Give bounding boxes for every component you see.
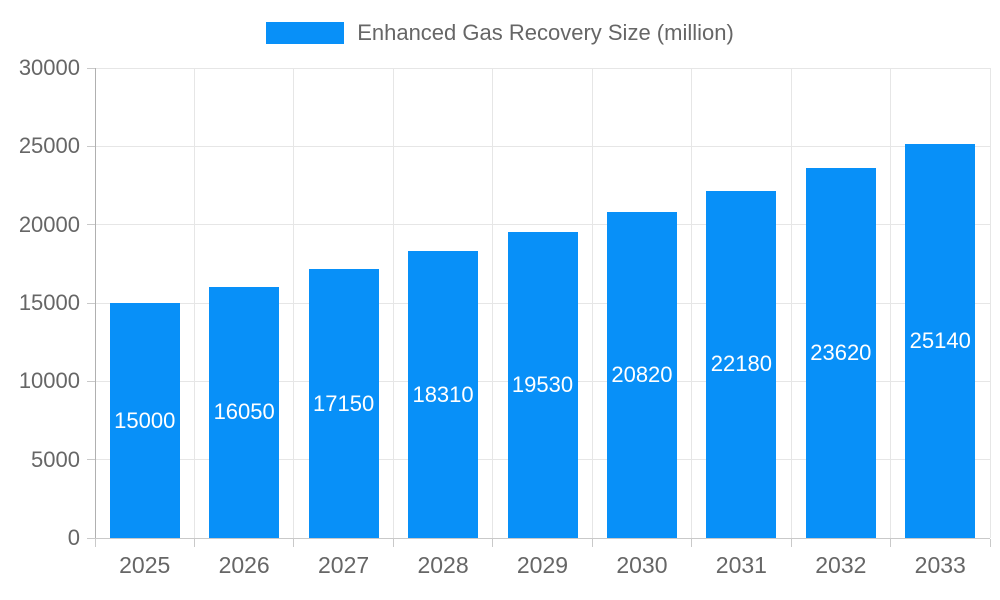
- x-axis-tick: [790, 539, 792, 547]
- y-axis-tick: [87, 67, 95, 69]
- gridline-horizontal: [95, 67, 990, 69]
- gridline-vertical: [890, 68, 892, 538]
- x-tick-label: 2025: [119, 552, 171, 578]
- bar-value-label: 25140: [909, 328, 971, 354]
- y-axis-tick: [87, 302, 95, 304]
- bar-value-label: 20820: [611, 361, 673, 387]
- gridline-horizontal: [95, 224, 990, 226]
- y-tick-label: 15000: [18, 290, 80, 315]
- bar-value-label: 16050: [213, 399, 275, 425]
- x-axis-tick: [691, 539, 693, 547]
- gridline-horizontal: [95, 145, 990, 147]
- gridline-vertical: [591, 68, 593, 538]
- bar[interactable]: 18310: [408, 251, 479, 538]
- gridline-vertical: [392, 68, 394, 538]
- x-tick-label: 2033: [914, 552, 966, 578]
- bar[interactable]: 15000: [109, 303, 180, 538]
- gridline-vertical: [492, 68, 494, 538]
- bar[interactable]: 25140: [905, 144, 976, 538]
- x-axis-tick: [989, 539, 991, 547]
- bar[interactable]: 19530: [507, 232, 578, 538]
- x-tick-label: 2032: [815, 552, 867, 578]
- y-axis-tick: [87, 224, 95, 226]
- x-tick-label: 2030: [616, 552, 668, 578]
- x-tick-label: 2026: [218, 552, 270, 578]
- x-axis-tick: [94, 539, 96, 547]
- gridline-vertical: [790, 68, 792, 538]
- x-tick-label: 2028: [417, 552, 469, 578]
- gridline-vertical: [193, 68, 195, 538]
- y-axis-line: [95, 68, 96, 539]
- y-tick-label: 10000: [18, 368, 80, 394]
- x-axis-tick: [591, 539, 593, 547]
- gridline-vertical: [989, 68, 991, 538]
- y-axis-tick: [87, 537, 95, 539]
- bar[interactable]: 16050: [209, 286, 280, 538]
- y-tick-label: 20000: [18, 211, 80, 237]
- x-axis-tick: [392, 539, 394, 547]
- gridline-vertical: [293, 68, 295, 538]
- bar[interactable]: 17150: [308, 269, 379, 538]
- x-tick-label: 2029: [516, 552, 569, 578]
- y-tick-label: 5000: [31, 446, 80, 472]
- legend-label: Enhanced Gas Recovery Size (million): [357, 20, 734, 45]
- x-axis-tick: [193, 539, 195, 547]
- y-axis-tick: [87, 380, 95, 382]
- bar-value-label: 19530: [511, 372, 574, 397]
- y-axis-tick: [87, 459, 95, 461]
- bar-value-label: 17150: [313, 390, 375, 416]
- x-axis-tick: [890, 539, 892, 547]
- x-axis-line: [95, 538, 990, 539]
- legend-item[interactable]: Enhanced Gas Recovery Size (million): [0, 20, 1000, 46]
- y-tick-label: 0: [67, 525, 80, 550]
- bar[interactable]: 22180: [706, 190, 777, 538]
- bar-value-label: 22180: [710, 351, 772, 377]
- legend-swatch: [266, 22, 345, 44]
- bar-value-label: 18310: [412, 381, 474, 407]
- bar[interactable]: 23620: [805, 167, 876, 538]
- x-axis-tick: [293, 539, 295, 547]
- plot-area: 0 5000 10000 15000 20000 25000 30000 15000 2025 1…: [19, 56, 991, 578]
- y-axis-tick: [87, 145, 95, 147]
- x-axis-tick: [492, 539, 494, 547]
- x-tick-label: 2031: [715, 552, 767, 578]
- y-tick-label: 30000: [18, 55, 80, 80]
- y-tick-label: 25000: [18, 133, 80, 159]
- gridline-vertical: [691, 68, 693, 538]
- bar-value-label: 23620: [810, 339, 872, 365]
- x-tick-label: 2027: [318, 552, 370, 578]
- bar-value-label: 15000: [114, 407, 176, 433]
- bar[interactable]: 20820: [606, 211, 677, 538]
